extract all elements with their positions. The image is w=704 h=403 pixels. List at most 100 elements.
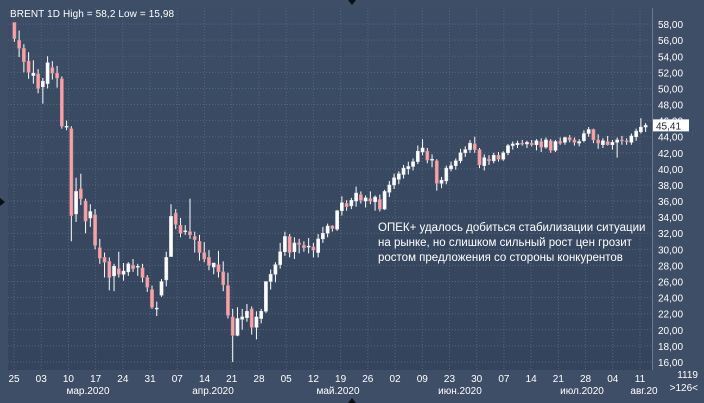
candle-body: [558, 141, 563, 144]
candle-body: [510, 143, 515, 146]
candle-body: [45, 62, 50, 84]
x-tick-label: 31: [145, 374, 157, 385]
candle-body: [415, 150, 420, 162]
candle-body: [586, 129, 591, 134]
y-tick-label: 42,00: [658, 149, 683, 160]
candle-body: [88, 211, 93, 219]
scroll-nav-button[interactable]: >126<: [669, 383, 698, 394]
candle-body: [520, 142, 525, 145]
candle-body: [539, 141, 544, 148]
annotation-line-1: ОПЕК+ удалось добиться стабилизации ситу…: [378, 222, 646, 234]
candle-body: [434, 160, 439, 184]
candle-body: [192, 236, 197, 240]
y-tick-label: 52,00: [658, 68, 683, 79]
x-tick-label: 19: [335, 374, 347, 385]
candle-body: [36, 73, 40, 89]
y-tick-label: 16,00: [658, 358, 683, 369]
y-tick-label: 20,00: [658, 326, 683, 337]
candle-body: [463, 149, 468, 154]
candle-body: [359, 194, 363, 201]
candle-body: [582, 133, 586, 141]
candle-body: [639, 126, 643, 133]
candle-body: [183, 230, 188, 233]
candle-body: [544, 139, 548, 148]
x-tick-label: 09: [417, 374, 429, 385]
candle-body: [254, 316, 259, 328]
top-resize-handle-icon[interactable]: [348, 0, 356, 5]
annotation-text: ОПЕК+ удалось добиться стабилизации ситу…: [378, 221, 648, 266]
candle-body: [22, 47, 26, 63]
bottom-resize-handle-icon[interactable]: [348, 398, 356, 403]
candle-body: [159, 281, 164, 296]
y-tick-label: 50,00: [658, 84, 683, 95]
y-tick-label: 18,00: [658, 342, 683, 353]
candle-body: [401, 167, 406, 175]
last-price-badge: [653, 119, 689, 132]
candle-body: [344, 203, 349, 207]
y-tick-label: 58,00: [658, 20, 683, 31]
left-resize-handle-icon[interactable]: [0, 198, 5, 206]
candle-body: [444, 167, 449, 182]
candle-body: [601, 140, 605, 146]
y-tick-label: 28,00: [658, 261, 683, 272]
annotation-line-2: на рынке, но слишком сильный рост цен гр…: [378, 237, 632, 249]
candle-body: [525, 142, 529, 145]
candle-body: [169, 216, 173, 257]
candle-body: [482, 157, 487, 166]
candle-body: [17, 39, 21, 49]
candle-body: [264, 281, 268, 312]
candle-body: [145, 277, 150, 288]
x-tick-label: 05: [281, 374, 293, 385]
x-month-label: апр.2020: [192, 386, 234, 397]
x-tick-label: 25: [8, 374, 20, 385]
candle-body: [449, 165, 453, 170]
x-tick-label: 10: [63, 374, 75, 385]
candle-body: [112, 265, 116, 277]
candle-body: [221, 271, 226, 285]
candle-body: [97, 247, 102, 259]
y-tick-label: 32,00: [658, 229, 683, 240]
candle-body: [283, 236, 287, 252]
candle-body: [496, 154, 501, 160]
candle-body: [567, 137, 572, 141]
candle-body: [325, 225, 330, 234]
x-tick-label: 02: [389, 374, 401, 385]
candle-body: [59, 78, 64, 127]
candle-body: [491, 154, 496, 162]
x-month-label: июл.2020: [560, 386, 604, 397]
candle-body: [629, 135, 634, 143]
candle-body: [164, 257, 169, 281]
candle-body: [368, 198, 373, 202]
candle-body: [107, 261, 112, 278]
candle-body: [349, 200, 354, 207]
x-tick-label: 12: [308, 374, 320, 385]
candle-body: [78, 188, 83, 199]
x-tick-label: 04: [607, 374, 619, 385]
candle-body: [591, 129, 596, 141]
bar-count: 1119: [677, 370, 698, 381]
candle-body: [150, 289, 154, 308]
annotation-line-3: ростом предложения со стороны конкуренто…: [378, 252, 623, 264]
candle-body: [624, 140, 629, 142]
candle-body: [439, 179, 444, 184]
y-tick-label: 34,00: [658, 213, 683, 224]
candle-body: [420, 147, 425, 153]
candle-body: [230, 316, 235, 336]
x-tick-label: 30: [471, 374, 483, 385]
candle-body: [615, 139, 619, 143]
candle-body: [472, 143, 477, 150]
candle-body: [249, 308, 254, 328]
plot-area[interactable]: 16,00 18,00 20,00 22,00 24,00 26,00 28,00 30,00…: [8, 8, 689, 397]
candle-body: [207, 257, 211, 266]
candle-body: [354, 192, 358, 202]
chart-title: BRENT 1D High = 58,2 Low = 15,98: [10, 9, 175, 20]
candle-body: [596, 139, 601, 144]
candle-body: [202, 252, 207, 260]
candle-body: [396, 173, 401, 180]
y-tick-label: 38,00: [658, 181, 683, 192]
candle-body: [216, 264, 221, 273]
candle-body: [297, 242, 301, 245]
candle-body: [83, 200, 88, 222]
candle-body: [643, 125, 648, 128]
